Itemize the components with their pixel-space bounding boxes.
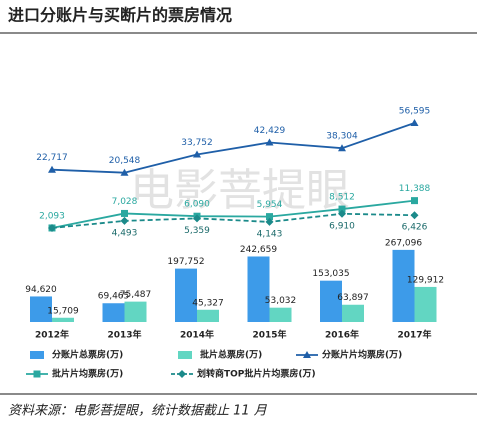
data-label: 4,143: [257, 229, 283, 239]
chart-title: 进口分账片与买断片的票房情况: [8, 6, 232, 25]
data-label: 6,910: [329, 221, 355, 231]
x-tick-label: 2015年: [252, 329, 286, 341]
marker: [338, 205, 346, 213]
marker: [265, 217, 274, 226]
bar: [269, 307, 292, 322]
data-label: 20,548: [109, 156, 141, 166]
marker: [265, 138, 274, 146]
marker: [193, 214, 201, 223]
data-label: 63,897: [337, 293, 369, 303]
watermark: 电影菩提眼: [130, 165, 350, 216]
x-tick-label: 2016年: [325, 329, 359, 341]
marker: [48, 165, 56, 173]
data-label: 11,388: [399, 184, 431, 194]
data-label: 15,709: [47, 306, 79, 316]
bar: [52, 317, 74, 322]
data-label: 8,512: [329, 193, 355, 203]
data-label: 267,096: [385, 238, 422, 248]
legend-marker: [303, 351, 311, 358]
data-label: 22,717: [36, 153, 68, 163]
bar: [320, 280, 342, 322]
bar: [197, 309, 219, 322]
line: [51, 212, 415, 229]
marker: [338, 144, 346, 152]
bar: [414, 286, 437, 322]
marker: [48, 223, 56, 232]
line: [51, 122, 415, 174]
legend-swatch: [30, 351, 44, 359]
marker: [120, 216, 129, 225]
marker: [410, 211, 419, 220]
data-label: 4,493: [112, 228, 138, 238]
marker: [266, 213, 273, 221]
data-label: 42,429: [254, 126, 286, 136]
data-label: 5,954: [257, 200, 283, 210]
data-label: 53,032: [265, 296, 297, 306]
data-label: 2,093: [39, 211, 65, 221]
data-label: 33,752: [181, 138, 213, 148]
data-label: 75,487: [120, 290, 152, 300]
bar: [247, 256, 270, 322]
marker: [338, 209, 346, 218]
legend-label: 批片片均票房(万): [52, 368, 123, 380]
data-label: 69,465: [98, 292, 130, 302]
bar: [124, 301, 147, 322]
source: 资料来源：电影菩提眼，统计数据截止 11 月: [8, 404, 268, 419]
x-tick-label: 2012年: [35, 329, 69, 341]
x-tick-label: 2014年: [180, 329, 214, 341]
marker: [411, 197, 418, 205]
legend-label: 分账片总票房(万): [52, 349, 123, 361]
data-label: 129,912: [407, 275, 444, 285]
bar: [175, 268, 197, 322]
data-label: 7,028: [112, 197, 138, 207]
data-label: 242,659: [240, 245, 277, 255]
data-label: 153,035: [312, 269, 349, 279]
bar: [342, 304, 364, 322]
bar: [30, 296, 52, 322]
bar: [392, 249, 415, 322]
data-label: 6,426: [402, 223, 428, 233]
marker: [121, 209, 128, 217]
marker: [120, 168, 129, 176]
data-label: 56,595: [399, 106, 431, 116]
legend-label: 划转商TOP批片片均票房(万): [197, 368, 316, 380]
data-label: 45,327: [192, 298, 224, 308]
legend-label: 分账片片均票房(万): [322, 349, 402, 361]
marker: [410, 118, 419, 126]
x-tick-label: 2013年: [107, 329, 141, 341]
legend-swatch: [178, 351, 192, 359]
data-label: 6,090: [184, 200, 210, 210]
data-label: 38,304: [326, 132, 358, 142]
legend-label: 批片总票房(万): [200, 349, 262, 361]
x-tick-label: 2017年: [397, 329, 431, 341]
data-label: 197,752: [167, 257, 204, 267]
bar: [102, 303, 125, 322]
data-label: 5,359: [184, 226, 210, 236]
line: [51, 199, 415, 229]
legend-marker: [33, 370, 41, 378]
data-label: 94,620: [25, 285, 57, 295]
marker: [193, 150, 201, 158]
legend-marker: [178, 370, 186, 378]
